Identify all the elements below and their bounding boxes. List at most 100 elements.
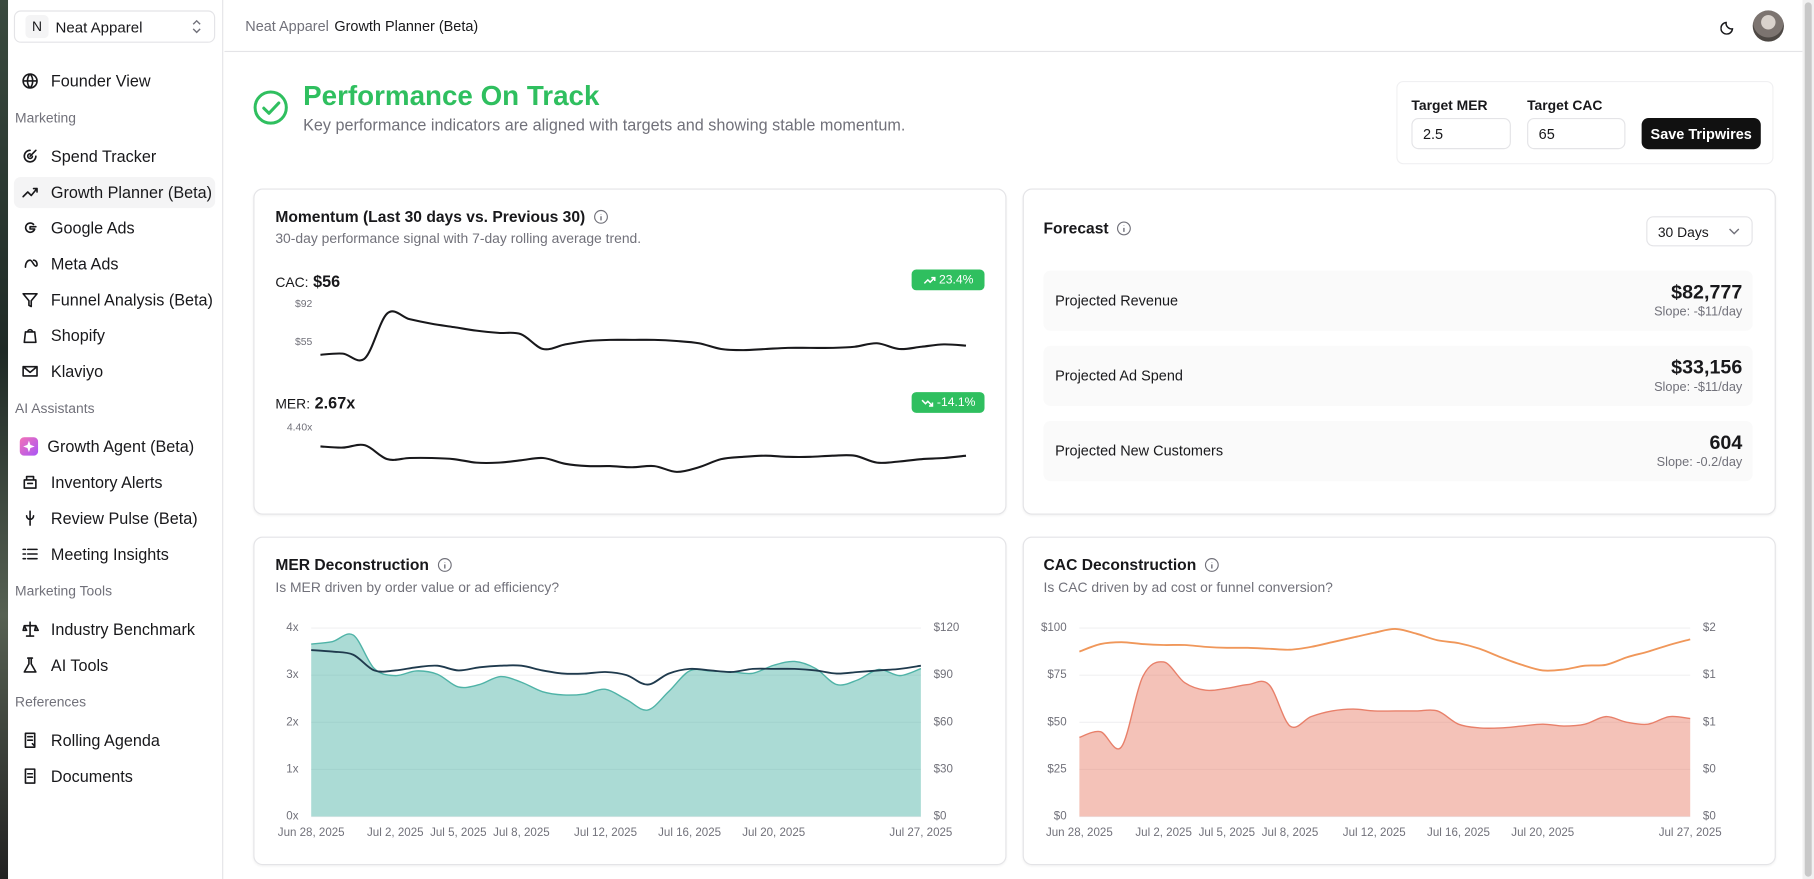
nav-icon — [23, 657, 37, 673]
metric-label: CAC: — [275, 274, 309, 291]
forecast-row — [1043, 270, 1753, 331]
trend-up-icon — [923, 276, 936, 284]
nav-item[interactable]: Documents — [50, 766, 133, 785]
period-select[interactable] — [1646, 216, 1753, 247]
nav-icon — [23, 328, 37, 344]
nav-icon — [24, 732, 36, 748]
nav-item[interactable]: Growth Planner (Beta) — [50, 182, 213, 201]
change-badge: 23.4% — [911, 269, 985, 291]
chevron-icon — [192, 19, 201, 34]
change-badge: -14.1% — [911, 392, 985, 413]
workspace-initial: N — [25, 15, 49, 39]
nav-icon — [24, 222, 37, 234]
info-icon[interactable] — [1117, 221, 1132, 236]
forecast-row — [1043, 420, 1753, 482]
forecast-slope: Slope: -$11/day — [1654, 305, 1743, 320]
nav-section: Marketing — [15, 109, 76, 127]
change-value: -14.1% — [936, 395, 976, 410]
nav-section: Marketing Tools — [15, 582, 113, 600]
forecast-label: Projected Ad Spend — [1055, 367, 1183, 384]
target-value: 2.5 — [1422, 126, 1444, 143]
header — [224, 0, 1803, 53]
trend-down-icon — [921, 399, 934, 407]
nav-icon — [19, 437, 39, 456]
nav-item[interactable]: Industry Benchmark — [50, 619, 195, 638]
card-subtitle: Is CAC driven by ad cost or funnel conve… — [1043, 579, 1333, 596]
status-title: Performance On Track — [303, 80, 600, 113]
avatar[interactable] — [1752, 10, 1784, 42]
workspace-name: Neat Apparel — [55, 17, 143, 36]
nav-item[interactable]: AI Tools — [50, 655, 109, 674]
card-title: CAC Deconstruction — [1044, 557, 1220, 573]
nav-item[interactable]: Spend Tracker — [50, 146, 157, 165]
change-value: 23.4% — [938, 272, 974, 287]
forecast-label: Projected Revenue — [1055, 292, 1179, 309]
forecast-value: 604 — [1709, 431, 1743, 454]
nav-icon — [24, 259, 38, 268]
card-title: Forecast — [1044, 221, 1132, 237]
breadcrumb[interactable]: Neat Apparel — [245, 17, 329, 35]
target-label: Target CAC — [1527, 97, 1603, 114]
nav-item[interactable]: Klaviyo — [50, 361, 104, 380]
status-icon — [253, 90, 288, 125]
theme-toggle[interactable] — [1720, 19, 1736, 35]
nav-item[interactable]: Inventory Alerts — [50, 472, 163, 491]
card-title: Momentum (Last 30 days vs. Previous 30) — [275, 209, 608, 225]
card-title: MER Deconstruction — [275, 557, 452, 573]
nav-item[interactable]: Funnel Analysis (Beta) — [50, 289, 213, 309]
info-icon[interactable] — [1204, 558, 1219, 573]
nav-icon — [22, 548, 38, 560]
nav-item[interactable]: Meta Ads — [50, 253, 119, 273]
target-input[interactable] — [1411, 117, 1511, 150]
nav-icon — [23, 149, 37, 163]
nav-icon — [22, 621, 39, 637]
chevron-icon — [1729, 228, 1740, 235]
card-title-text: Momentum (Last 30 days vs. Previous 30) — [275, 208, 586, 226]
nav-item[interactable]: Rolling Agenda — [50, 730, 160, 749]
metric-label: MER: — [275, 395, 311, 412]
forecast-label: Projected New Customers — [1055, 442, 1224, 460]
card-title-text: Forecast — [1043, 219, 1109, 238]
nav-item[interactable]: Meeting Insights — [50, 544, 169, 563]
nav-icon — [22, 292, 38, 308]
forecast-value: $82,777 — [1671, 281, 1743, 304]
target-label: Target MER — [1411, 97, 1488, 114]
nav-icon — [22, 187, 38, 198]
save-button[interactable]: Save Tripwires — [1641, 117, 1761, 150]
scrollbar-thumb[interactable] — [1804, 2, 1812, 877]
nav-icon — [23, 475, 37, 489]
nav-item[interactable]: Growth Agent (Beta) — [47, 436, 195, 456]
nav-item[interactable]: Founder View — [50, 71, 151, 90]
nav-active[interactable] — [13, 176, 216, 208]
card-subtitle: Is MER driven by order value or ad effic… — [275, 579, 560, 596]
info-icon[interactable] — [593, 210, 608, 225]
forecast-value: $33,156 — [1671, 356, 1743, 379]
nav-section: References — [15, 693, 87, 711]
sidebar — [8, 0, 224, 879]
card-title-text: MER Deconstruction — [275, 556, 429, 574]
metric: CAC: $56 — [275, 273, 340, 289]
info-icon[interactable] — [437, 558, 452, 573]
nav-item[interactable]: Google Ads — [50, 218, 135, 237]
forecast-slope: Slope: -$11/day — [1654, 380, 1743, 395]
metric-value: $56 — [313, 271, 341, 291]
breadcrumb: Growth Planner (Beta) — [334, 17, 479, 35]
status-subtitle: Key performance indicators are aligned w… — [303, 115, 906, 135]
nav-icon — [22, 365, 38, 377]
forecast-slope: Slope: -0.2/day — [1656, 455, 1743, 470]
nav-icon — [22, 73, 38, 89]
nav-icon — [25, 510, 35, 526]
target-value: 65 — [1538, 126, 1555, 143]
nav-section: AI Assistants — [15, 400, 95, 417]
card-subtitle: 30-day performance signal with 7-day rol… — [275, 230, 642, 247]
target-input[interactable] — [1527, 117, 1626, 150]
nav-item[interactable]: Shopify — [50, 325, 105, 345]
nav-icon — [24, 768, 36, 784]
workspace-select[interactable] — [13, 10, 216, 43]
card-title-text: CAC Deconstruction — [1043, 556, 1197, 574]
period-value: 30 Days — [1657, 223, 1709, 240]
forecast-row — [1043, 345, 1753, 406]
nav-item[interactable]: Review Pulse (Beta) — [50, 508, 198, 527]
background-strip — [0, 0, 9, 879]
